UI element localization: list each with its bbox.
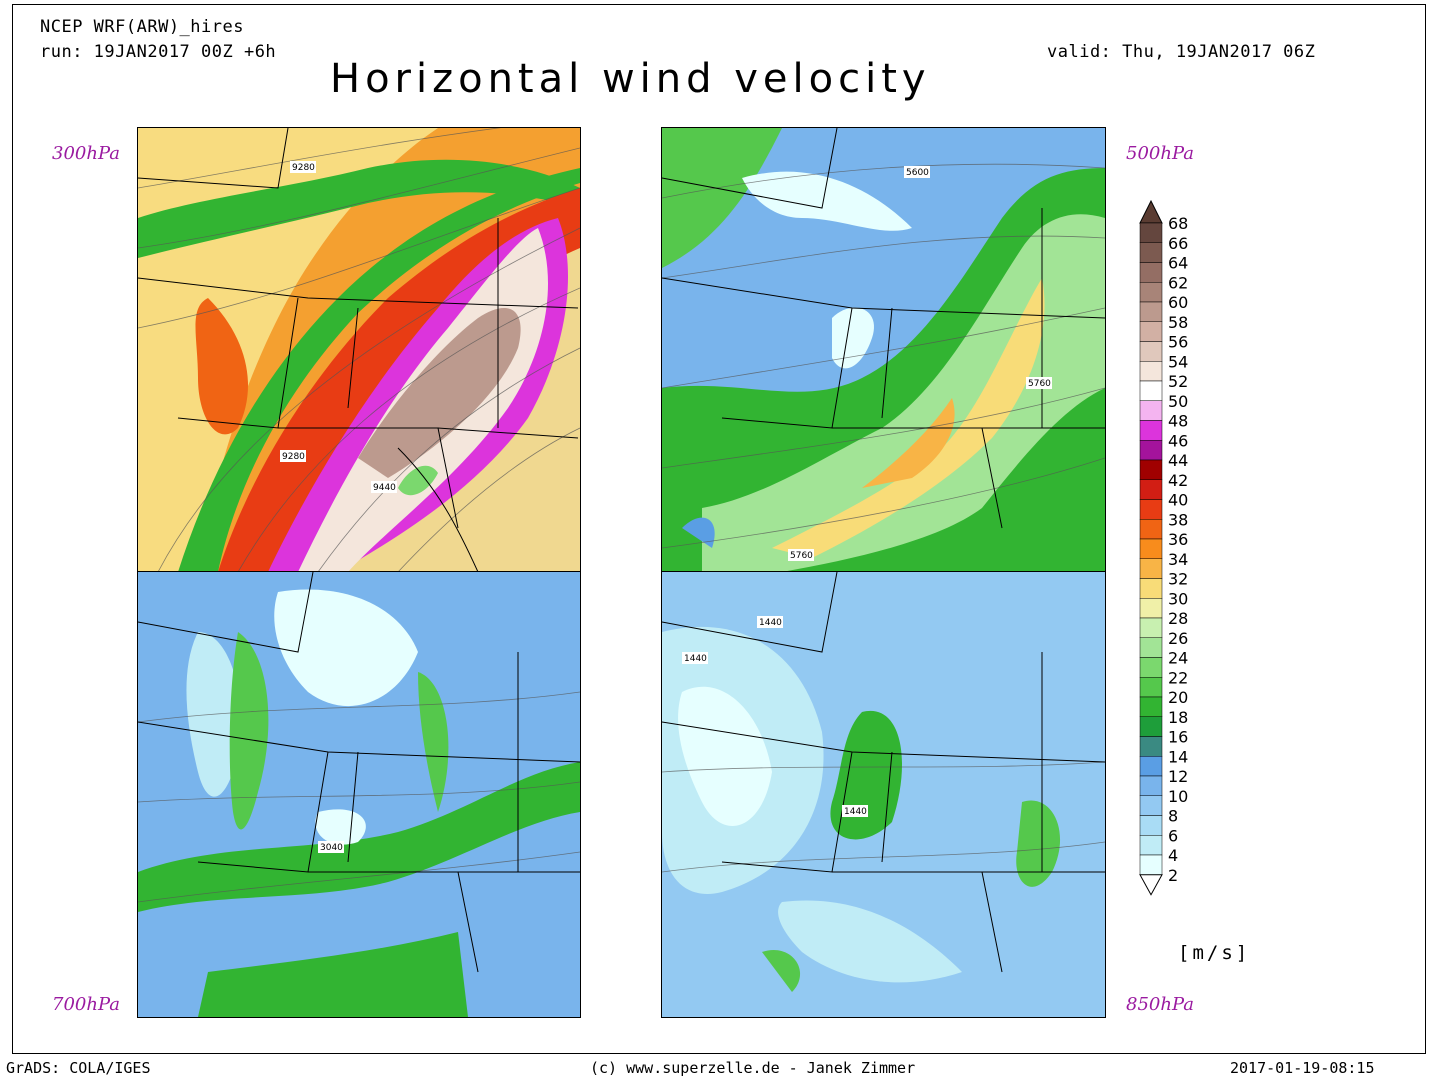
- colorbar-tick-label: 46: [1168, 431, 1188, 450]
- contour-label: 9280: [282, 452, 305, 462]
- colorbar-segment: [1139, 795, 1163, 816]
- colorbar-tick-label: 16: [1168, 728, 1188, 747]
- colorbar-segment: [1139, 222, 1163, 243]
- colorbar-segment: [1139, 420, 1163, 441]
- colorbar-segment: [1139, 775, 1163, 796]
- contour-label: 5760: [1028, 379, 1051, 389]
- colorbar-units: [m/s]: [1178, 942, 1251, 964]
- colorbar-tick-label: 20: [1168, 688, 1188, 707]
- colorbar-segment: [1139, 538, 1163, 559]
- colorbar-tick-label: 50: [1168, 392, 1188, 411]
- colorbar-tick-label: 52: [1168, 372, 1188, 391]
- colorbar-tick-label: 60: [1168, 293, 1188, 312]
- colorbar-segment: [1139, 696, 1163, 717]
- colorbar-segment: [1139, 380, 1163, 401]
- contour-label: 3040: [320, 843, 343, 853]
- colorbar-segment: [1139, 499, 1163, 520]
- colorbar-segment: [1139, 321, 1163, 342]
- colorbar-tick-label: 44: [1168, 451, 1188, 470]
- colorbar-segment: [1139, 459, 1163, 480]
- colorbar-segment: [1139, 242, 1163, 263]
- colorbar-tick-label: 42: [1168, 471, 1188, 490]
- contour-label: 9440: [373, 483, 396, 493]
- main-title: Horizontal wind velocity: [330, 56, 931, 102]
- map-panel-500hpa: 5600 5760 5760: [661, 127, 1106, 573]
- colorbar-tick-label: 8: [1168, 807, 1178, 826]
- map-panel-300hpa: 9280 9280 9440: [137, 127, 581, 573]
- colorbar-segment: [1139, 815, 1163, 836]
- level-label-700: 700hPa: [52, 994, 120, 1015]
- colorbar-tick-label: 38: [1168, 510, 1188, 529]
- colorbar-bottom-arrow: [1139, 874, 1163, 896]
- colorbar-tick-label: 30: [1168, 589, 1188, 608]
- colorbar-tick-label: 32: [1168, 570, 1188, 589]
- run-time: run: 19JAN2017 00Z +6h: [40, 42, 277, 62]
- contour-label: 9280: [292, 163, 315, 173]
- model-name: NCEP WRF(ARW)_hires: [40, 17, 244, 37]
- colorbar-segment: [1139, 301, 1163, 322]
- colorbar-segment: [1139, 341, 1163, 362]
- contour-label: 1440: [759, 618, 782, 628]
- colorbar-tick-label: 26: [1168, 629, 1188, 648]
- colorbar-segment: [1139, 440, 1163, 461]
- level-label-500: 500hPa: [1126, 143, 1194, 164]
- colorbar-segment: [1139, 657, 1163, 678]
- colorbar-segment: [1139, 262, 1163, 283]
- colorbar-tick-label: 58: [1168, 313, 1188, 332]
- contour-label: 1440: [684, 654, 707, 664]
- colorbar-tick-label: 68: [1168, 214, 1188, 233]
- colorbar-segment: [1139, 578, 1163, 599]
- colorbar-tick-label: 22: [1168, 668, 1188, 687]
- colorbar-tick-label: 28: [1168, 609, 1188, 628]
- contour-label: 1440: [844, 807, 867, 817]
- footer-credit: (c) www.superzelle.de - Janek Zimmer: [590, 1059, 916, 1077]
- colorbar-tick-label: 6: [1168, 826, 1178, 845]
- map-panel-850hpa: 1440 1440 1440: [661, 571, 1106, 1018]
- colorbar-segment: [1139, 479, 1163, 500]
- colorbar-segment: [1139, 617, 1163, 638]
- colorbar-tick-label: 54: [1168, 352, 1188, 371]
- contour-label: 5760: [790, 551, 813, 561]
- colorbar-tick-label: 48: [1168, 412, 1188, 431]
- colorbar-top-arrow: [1139, 199, 1163, 224]
- colorbar-segment: [1139, 854, 1163, 875]
- map-panel-700hpa: 3040: [137, 571, 581, 1018]
- colorbar-tick-label: 36: [1168, 530, 1188, 549]
- colorbar-segment: [1139, 835, 1163, 856]
- colorbar-segment: [1139, 282, 1163, 303]
- colorbar-segment: [1139, 598, 1163, 619]
- level-label-300: 300hPa: [52, 143, 120, 164]
- colorbar-segment: [1139, 677, 1163, 698]
- footer-timestamp: 2017-01-19-08:15: [1230, 1059, 1375, 1077]
- colorbar-legend: 2468101214161820222426283032343638404244…: [1139, 199, 1188, 896]
- colorbar-tick-label: 34: [1168, 550, 1188, 569]
- colorbar-tick-label: 10: [1168, 787, 1188, 806]
- colorbar-tick-label: 24: [1168, 649, 1188, 668]
- level-label-850: 850hPa: [1126, 994, 1194, 1015]
- colorbar-tick-label: 2: [1168, 866, 1178, 885]
- colorbar-segment: [1139, 400, 1163, 421]
- colorbar-segment: [1139, 519, 1163, 540]
- figure-frame: [12, 4, 1426, 1054]
- colorbar-tick-label: 62: [1168, 273, 1188, 292]
- colorbar-tick-label: 18: [1168, 708, 1188, 727]
- colorbar-tick-label: 40: [1168, 491, 1188, 510]
- contour-label: 5600: [906, 168, 929, 178]
- footer-software: GrADS: COLA/IGES: [6, 1059, 151, 1077]
- colorbar-segment: [1139, 361, 1163, 382]
- colorbar-tick-label: 4: [1168, 846, 1178, 865]
- colorbar-tick-label: 64: [1168, 254, 1188, 273]
- colorbar-segment: [1139, 637, 1163, 658]
- colorbar-segment: [1139, 558, 1163, 579]
- colorbar-tick-label: 14: [1168, 747, 1188, 766]
- colorbar-tick-label: 56: [1168, 333, 1188, 352]
- colorbar-segment: [1139, 736, 1163, 757]
- colorbar-segment: [1139, 716, 1163, 737]
- colorbar-tick-label: 12: [1168, 767, 1188, 786]
- colorbar-segment: [1139, 756, 1163, 777]
- valid-time: valid: Thu, 19JAN2017 06Z: [1047, 42, 1316, 62]
- colorbar-tick-label: 66: [1168, 234, 1188, 253]
